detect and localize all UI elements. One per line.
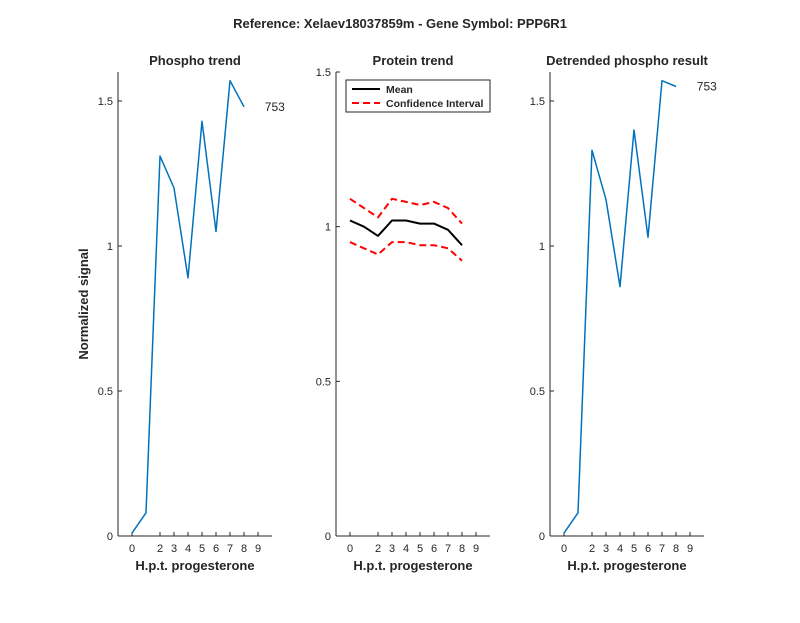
x-tick-label: 7 xyxy=(445,543,451,555)
x-tick-label: 9 xyxy=(473,543,479,555)
panel-1: 0 0.5 1 1.5 0 2 3 4 5 6 7 8 9 Phospho trend H.p.t. pro… xyxy=(76,53,285,573)
x-tick-label: 9 xyxy=(687,543,693,555)
figure-title: Reference: Xelaev18037859m - Gene Symbol… xyxy=(233,16,567,31)
legend-ci-label: Confidence Interval xyxy=(386,98,484,110)
y-tick-label: 1 xyxy=(325,222,331,234)
x-tick-label: 8 xyxy=(241,543,247,555)
legend-box xyxy=(345,79,491,113)
data-series-line xyxy=(563,79,677,534)
x-tick-label: 6 xyxy=(645,543,651,555)
confidence-interval-line xyxy=(349,241,463,262)
x-tick-label: 0 xyxy=(129,543,135,555)
point-annotation: 753 xyxy=(265,100,285,114)
x-tick-label: 7 xyxy=(227,543,233,555)
x-tick-label: 5 xyxy=(417,543,423,555)
x-tick-label: 0 xyxy=(347,543,353,555)
x-tick-label: 0 xyxy=(561,543,567,555)
y-tick-label: 0 xyxy=(107,531,113,543)
x-tick-label: 9 xyxy=(255,543,261,555)
x-tick-label: 7 xyxy=(659,543,665,555)
x-tick-label: 5 xyxy=(199,543,205,555)
y-tick-label: 1 xyxy=(107,241,113,253)
panel-2: 0 0.5 1 1.5 0 2 3 4 5 6 7 8 9 Protein trend H.p.t. pro… xyxy=(316,53,491,573)
x-tick-label: 8 xyxy=(459,543,465,555)
y-tick-label: 0 xyxy=(539,531,545,543)
panel-title: Detrended phospho result xyxy=(546,53,708,68)
mean-line xyxy=(349,219,463,246)
point-annotation: 753 xyxy=(697,80,717,94)
x-axis-label: H.p.t. progesterone xyxy=(353,558,472,573)
y-axis-label: Normalized signal xyxy=(76,248,91,359)
x-tick-label: 4 xyxy=(185,543,191,555)
x-tick-label: 3 xyxy=(603,543,609,555)
x-tick-label: 5 xyxy=(631,543,637,555)
y-tick-label: 0.5 xyxy=(530,386,545,398)
y-tick-label: 1.5 xyxy=(316,67,331,79)
x-tick-label: 2 xyxy=(375,543,381,555)
y-tick-label: 0 xyxy=(325,531,331,543)
panel-3: 0 0.5 1 1.5 0 2 3 4 5 6 7 8 9 Detrended phospho resul… xyxy=(530,53,717,573)
y-tick-label: 0.5 xyxy=(316,376,331,388)
x-tick-label: 2 xyxy=(157,543,163,555)
x-tick-label: 3 xyxy=(171,543,177,555)
panel-title: Phospho trend xyxy=(149,53,241,68)
x-axis-label: H.p.t. progesterone xyxy=(135,558,254,573)
x-tick-label: 6 xyxy=(213,543,219,555)
y-tick-label: 0.5 xyxy=(98,386,113,398)
x-tick-label: 8 xyxy=(673,543,679,555)
x-tick-label: 4 xyxy=(403,543,409,555)
x-tick-label: 3 xyxy=(389,543,395,555)
y-tick-label: 1.5 xyxy=(98,96,113,108)
confidence-interval-line xyxy=(349,197,463,225)
y-tick-label: 1 xyxy=(539,241,545,253)
x-axis-label: H.p.t. progesterone xyxy=(567,558,686,573)
y-tick-label: 1.5 xyxy=(530,96,545,108)
panel-title: Protein trend xyxy=(373,53,454,68)
data-series-line xyxy=(131,79,245,534)
legend-mean-label: Mean xyxy=(386,84,413,96)
x-tick-label: 4 xyxy=(617,543,623,555)
legend: Mean Confidence Interval xyxy=(345,79,491,113)
x-tick-label: 2 xyxy=(589,543,595,555)
x-tick-label: 6 xyxy=(431,543,437,555)
